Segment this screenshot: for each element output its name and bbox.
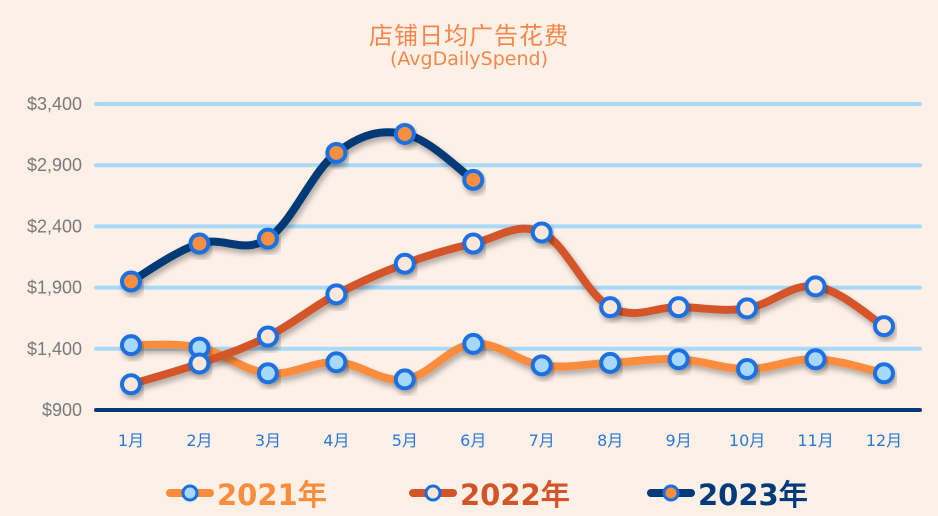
legend-item-2023[interactable]: 2023年 <box>646 470 808 516</box>
y-tick-label: $2,400 <box>27 216 82 236</box>
y-tick-label: $900 <box>42 400 82 420</box>
x-tick-label: 2月 <box>186 431 212 450</box>
x-tick-label: 9月 <box>666 431 692 450</box>
series-line <box>127 224 888 389</box>
x-tick-label: 6月 <box>460 431 486 450</box>
data-point-marker[interactable] <box>873 362 895 385</box>
data-point-marker[interactable] <box>667 348 690 371</box>
data-point-marker[interactable] <box>256 362 279 385</box>
data-point-marker[interactable] <box>804 348 827 371</box>
data-point-marker[interactable] <box>804 275 827 298</box>
data-point-marker[interactable] <box>530 221 553 244</box>
data-point-marker[interactable] <box>120 334 142 357</box>
data-point-marker[interactable] <box>667 296 690 319</box>
y-tick-label: $2,900 <box>27 155 82 175</box>
data-point-marker[interactable] <box>325 283 348 306</box>
line-chart: $900 $1,400 $1,900 $2,400 $2,900 $3,400 1月 2月 3… <box>27 94 922 450</box>
data-point-marker[interactable] <box>325 141 348 164</box>
data-point-marker[interactable] <box>256 325 279 348</box>
data-point-marker[interactable] <box>736 357 759 380</box>
legend-label-2022: 2022年 <box>460 478 570 512</box>
data-point-marker[interactable] <box>599 351 622 374</box>
x-tick-label: 8月 <box>597 431 623 450</box>
data-point-marker[interactable] <box>530 354 553 377</box>
legend-marker-2021-icon <box>166 484 214 502</box>
data-point-marker[interactable] <box>873 315 895 338</box>
y-tick-label: $3,400 <box>27 94 82 114</box>
x-tick-label: 4月 <box>323 431 349 450</box>
series-2023年 <box>120 122 485 293</box>
data-point-marker[interactable] <box>462 168 485 191</box>
legend-label-2021: 2021年 <box>217 478 327 512</box>
data-point-marker[interactable] <box>393 252 416 275</box>
data-point-marker[interactable] <box>462 232 485 255</box>
x-tick-label: 5月 <box>392 431 418 450</box>
y-tick-label: $1,400 <box>27 339 82 359</box>
data-point-marker[interactable] <box>325 351 348 374</box>
legend-item-2021[interactable]: 2021年 <box>165 470 327 516</box>
legend: 2021年 2022年 2023年 <box>0 470 938 516</box>
legend-marker-2022-icon <box>409 484 457 502</box>
legend-label-2023: 2023年 <box>698 478 808 512</box>
x-tick-label: 7月 <box>529 431 555 450</box>
gridlines <box>94 102 922 351</box>
chart-subtitle: (AvgDailySpend) <box>389 48 548 70</box>
legend-marker-2023-icon <box>647 484 695 502</box>
data-point-marker[interactable] <box>393 122 416 145</box>
series-2021年 <box>120 332 895 391</box>
data-point-marker[interactable] <box>599 296 622 319</box>
x-tick-label: 12月 <box>866 431 902 450</box>
y-tick-label: $1,900 <box>27 278 82 298</box>
data-point-marker[interactable] <box>120 270 142 293</box>
data-point-marker[interactable] <box>120 373 142 396</box>
x-axis-ticks: 1月 2月 3月 4月 5月 6月 7月 8月 9月 10月 11月 12月 <box>118 431 902 450</box>
data-point-marker[interactable] <box>462 332 485 355</box>
series-lines <box>120 122 895 396</box>
x-tick-label: 3月 <box>255 431 281 450</box>
x-tick-label: 11月 <box>797 431 833 450</box>
x-tick-label: 10月 <box>729 431 765 450</box>
x-tick-label: 1月 <box>118 431 144 450</box>
y-axis-ticks: $900 $1,400 $1,900 $2,400 $2,900 $3,400 <box>27 94 82 420</box>
data-point-marker[interactable] <box>256 227 279 250</box>
series-2022年 <box>120 221 895 396</box>
chart-title: 店铺日均广告花费 <box>369 22 569 50</box>
data-point-marker[interactable] <box>188 352 211 375</box>
data-point-marker[interactable] <box>393 368 416 391</box>
legend-item-2022[interactable]: 2022年 <box>408 470 570 516</box>
data-point-marker[interactable] <box>188 232 211 255</box>
data-point-marker[interactable] <box>736 297 759 320</box>
